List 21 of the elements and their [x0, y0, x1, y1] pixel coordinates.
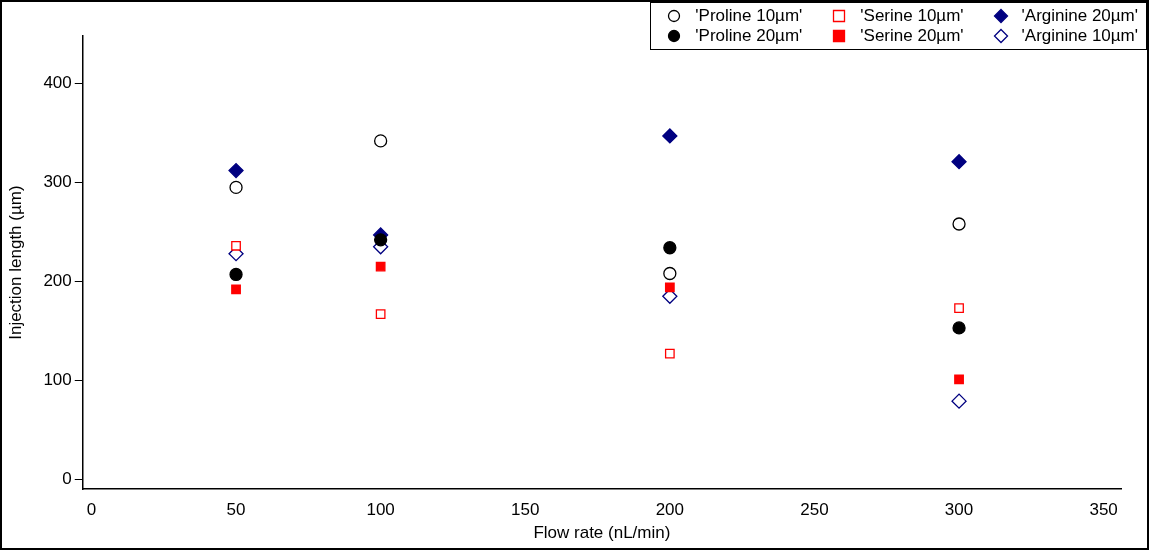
legend-label: 'Serine 10µm' — [860, 6, 964, 26]
x-tick-label: 350 — [1089, 500, 1118, 520]
x-tick-label: 50 — [226, 500, 246, 520]
x-tick-label: 250 — [800, 500, 829, 520]
x-tick-label: 300 — [944, 500, 974, 520]
y-axis-title: Injection length (µm) — [5, 185, 25, 340]
y-tick-label: 0 — [62, 468, 72, 488]
x-axis-title: Flow rate (nL/min) — [533, 523, 671, 543]
x-tick-label: 0 — [86, 500, 97, 520]
x-tick-label: 200 — [655, 500, 685, 520]
y-tick-label: 100 — [43, 370, 72, 390]
y-tick-label: 400 — [43, 73, 72, 93]
legend-label: 'Proline 10µm' — [695, 6, 803, 26]
legend-label: 'Serine 20µm' — [860, 26, 964, 46]
y-tick-label: 300 — [43, 172, 72, 192]
legend-label: 'Proline 20µm' — [695, 26, 803, 46]
legend-label: 'Arginine 10µm' — [1021, 26, 1138, 46]
x-tick-label: 150 — [511, 500, 540, 520]
legend-label: 'Arginine 20µm' — [1021, 6, 1138, 26]
y-tick-label: 200 — [43, 271, 72, 291]
x-tick-label: 100 — [366, 500, 395, 520]
